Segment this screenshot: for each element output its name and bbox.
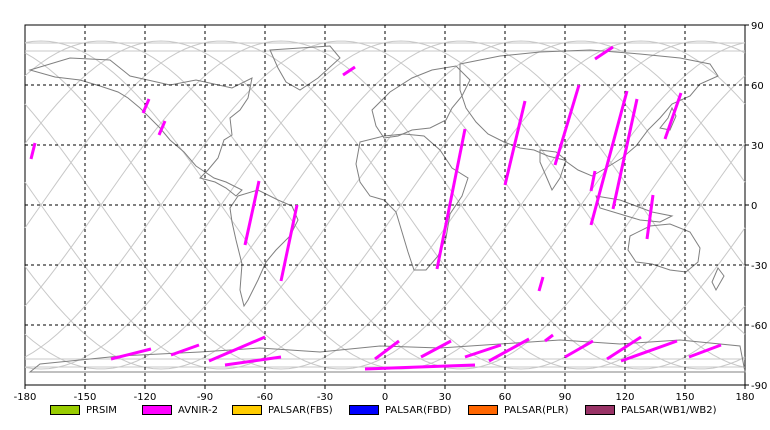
legend-label-palsar-wb: PALSAR(WB1/WB2): [621, 404, 717, 416]
coverage-swath: [243, 180, 261, 246]
coverage-swaths: [29, 45, 722, 371]
coverage-swath: [279, 204, 299, 282]
coverage-swath: [544, 333, 554, 343]
latitude-tick-labels: 90 60 30 0 -30 -60 -90: [745, 21, 767, 392]
y-tick-label: -90: [751, 381, 767, 392]
coverage-swath: [435, 128, 467, 270]
y-tick-label: 30: [751, 141, 764, 152]
y-tick-label: 90: [751, 21, 764, 32]
coverage-swath: [208, 335, 266, 363]
legend-label-avnir2: AVNIR-2: [178, 404, 218, 416]
legend-item-avnir2: AVNIR-2: [142, 403, 218, 417]
x-tick-label: -60: [257, 392, 273, 400]
coverage-swath: [364, 363, 476, 371]
legend-swatch-palsar-fbs: [232, 405, 262, 415]
legend-item-palsar-fbs: PALSAR(FBS): [232, 403, 333, 417]
x-tick-label: -120: [134, 392, 157, 400]
x-tick-label: 30: [439, 392, 452, 400]
coverage-swath: [110, 347, 152, 361]
x-tick-label: 90: [559, 392, 572, 400]
europe-outline: [371, 65, 471, 139]
coverage-swath: [342, 65, 356, 77]
legend-swatch-prsim: [50, 405, 80, 415]
sensor-legend: PRSIM AVNIR-2 PALSAR(FBS) PALSAR(FBD) PA…: [0, 400, 770, 422]
y-tick-label: -60: [751, 321, 767, 332]
coverage-swath: [537, 276, 545, 292]
coverage-swath: [589, 170, 597, 192]
legend-swatch-palsar-fbd: [349, 405, 379, 415]
coverage-swath: [224, 355, 282, 367]
coverage-swath: [464, 343, 502, 359]
coverage-swath: [589, 90, 629, 226]
legend-label-palsar-fbs: PALSAR(FBS): [268, 404, 333, 416]
coverage-swath: [620, 339, 678, 363]
x-tick-label: 0: [382, 392, 388, 400]
coverage-swath: [141, 98, 151, 114]
indonesia-outline: [595, 195, 674, 223]
legend-label-palsar-fbd: PALSAR(FBD): [385, 404, 452, 416]
legend-swatch-palsar-plr: [468, 405, 498, 415]
orbit-track: [24, 40, 746, 370]
coverage-swath: [488, 337, 530, 363]
x-tick-label: 180: [735, 392, 754, 400]
coverage-swath: [170, 343, 200, 357]
coverage-swath: [157, 120, 167, 136]
coverage-swath: [594, 45, 614, 61]
y-tick-label: 60: [751, 81, 764, 92]
x-tick-label: -180: [14, 392, 37, 400]
legend-item-palsar-wb: PALSAR(WB1/WB2): [585, 403, 717, 417]
africa-outline: [355, 133, 469, 271]
coverage-swath: [553, 84, 581, 166]
x-tick-label: 150: [675, 392, 694, 400]
coverage-swath: [503, 100, 527, 186]
coverage-swath: [606, 335, 642, 361]
legend-label-palsar-plr: PALSAR(PLR): [504, 404, 569, 416]
y-tick-label: 0: [751, 201, 757, 212]
legend-item-palsar-fbd: PALSAR(FBD): [349, 403, 451, 417]
longitude-tick-labels: -180 -150 -120 -90 -60 -30 0 30 60 90 120 150 180: [14, 385, 755, 400]
legend-item-palsar-plr: PALSAR(PLR): [468, 403, 568, 417]
greenland-outline: [269, 45, 341, 91]
coverage-swath: [374, 339, 400, 361]
coverage-swath: [564, 339, 594, 359]
coverage-swath: [645, 194, 655, 240]
new-zealand-outline: [711, 267, 725, 292]
coverage-swath: [688, 343, 722, 359]
australia-outline: [627, 223, 701, 273]
legend-swatch-avnir2: [142, 405, 172, 415]
x-tick-label: -90: [197, 392, 213, 400]
graticule-grid: [25, 25, 745, 385]
orbit-track: [24, 40, 746, 370]
coverage-swath: [420, 339, 452, 359]
x-tick-label: -150: [74, 392, 97, 400]
x-tick-label: 60: [499, 392, 512, 400]
x-tick-label: 120: [615, 392, 634, 400]
coverage-swath: [663, 92, 683, 140]
legend-swatch-palsar-wb: [585, 405, 615, 415]
y-tick-label: -30: [751, 261, 767, 272]
coverage-swath: [29, 142, 37, 160]
world-coverage-map: -180 -150 -120 -90 -60 -30 0 30 60 90 120 150 180 90…: [14, 21, 768, 400]
asia-outline: [459, 49, 719, 177]
x-tick-label: -30: [317, 392, 333, 400]
coverage-swath: [611, 98, 639, 210]
legend-label-prsim: PRSIM: [86, 404, 117, 416]
legend-item-prsim: PRSIM: [50, 403, 117, 417]
south-america-outline: [229, 189, 299, 308]
